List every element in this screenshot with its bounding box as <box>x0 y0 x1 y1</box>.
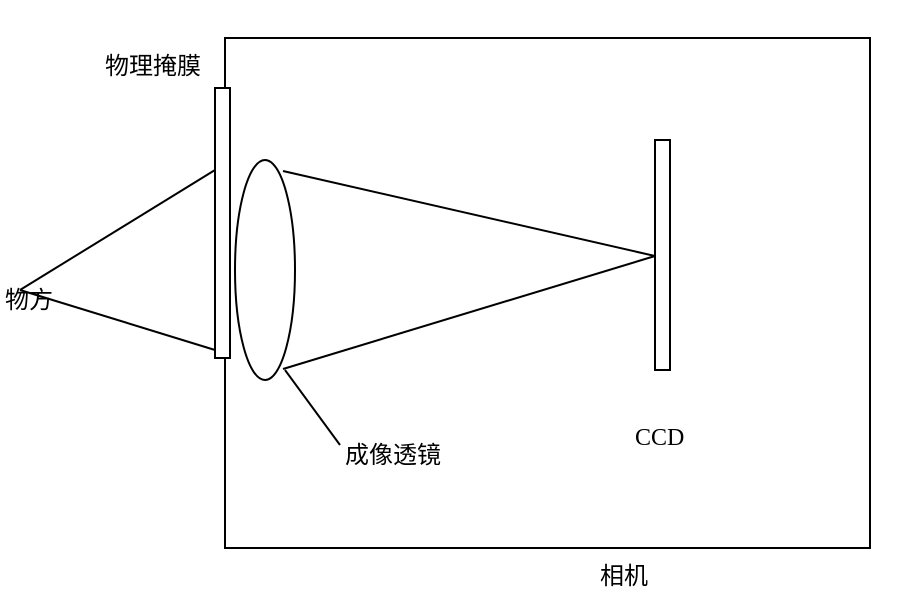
physical-mask <box>215 88 230 358</box>
ray-upper-back <box>283 171 655 256</box>
label-object-side: 物方 <box>5 280 53 315</box>
label-imaging-lens: 成像透镜 <box>345 435 441 470</box>
lens-leader-line <box>285 370 340 445</box>
ray-lower-back <box>283 256 655 369</box>
ccd-sensor <box>655 140 670 370</box>
label-physical-mask: 物理掩膜 <box>105 46 201 81</box>
ray-upper-front <box>20 170 215 290</box>
camera-box <box>225 38 870 548</box>
label-camera: 相机 <box>600 556 648 591</box>
label-ccd: CCD <box>635 425 684 452</box>
imaging-lens <box>235 160 295 380</box>
